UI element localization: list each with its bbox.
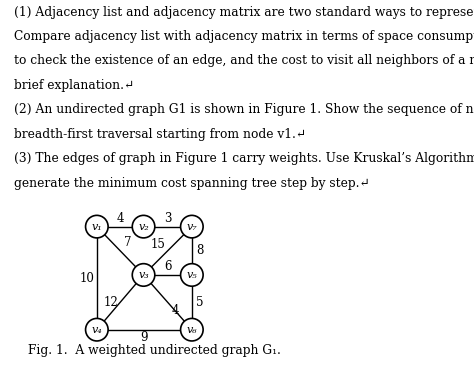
Text: v₇: v₇ xyxy=(186,222,197,232)
Text: generate the minimum cost spanning tree step by step.↵: generate the minimum cost spanning tree … xyxy=(14,177,370,190)
Text: 5: 5 xyxy=(196,296,204,309)
Text: 4: 4 xyxy=(117,212,124,225)
Circle shape xyxy=(132,215,155,238)
Text: v₃: v₃ xyxy=(138,270,149,280)
Text: v₄: v₄ xyxy=(91,325,102,335)
Circle shape xyxy=(86,318,108,341)
Circle shape xyxy=(132,264,155,286)
Circle shape xyxy=(181,264,203,286)
Text: v₁: v₁ xyxy=(91,222,102,232)
Text: v₂: v₂ xyxy=(138,222,149,232)
Text: 7: 7 xyxy=(125,236,132,249)
Text: 8: 8 xyxy=(196,244,204,257)
Text: 9: 9 xyxy=(141,331,148,344)
Text: breadth-first traversal starting from node v1.↵: breadth-first traversal starting from no… xyxy=(14,128,306,141)
Text: v₅: v₅ xyxy=(186,270,197,280)
Circle shape xyxy=(181,215,203,238)
Circle shape xyxy=(86,215,108,238)
Text: (3) The edges of graph in Figure 1 carry weights. Use Kruskal’s Algorithm to: (3) The edges of graph in Figure 1 carry… xyxy=(14,152,474,165)
Text: (1) Adjacency list and adjacency matrix are two standard ways to represent graph: (1) Adjacency list and adjacency matrix … xyxy=(14,5,474,19)
Text: 10: 10 xyxy=(80,272,95,285)
Text: brief explanation.↵: brief explanation.↵ xyxy=(14,79,135,92)
Text: 12: 12 xyxy=(103,296,118,309)
Text: 4: 4 xyxy=(172,304,180,317)
Text: to check the existence of an edge, and the cost to visit all neighbors of a node: to check the existence of an edge, and t… xyxy=(14,55,474,67)
Text: (2) An undirected graph G1 is shown in Figure 1. Show the sequence of nodes in t: (2) An undirected graph G1 is shown in F… xyxy=(14,103,474,116)
Text: 6: 6 xyxy=(164,260,172,273)
Text: Fig. 1.  A weighted undirected graph G₁.: Fig. 1. A weighted undirected graph G₁. xyxy=(28,344,281,357)
Text: 3: 3 xyxy=(164,212,172,225)
Text: 15: 15 xyxy=(151,238,165,251)
Circle shape xyxy=(181,318,203,341)
Text: v₆: v₆ xyxy=(186,325,197,335)
Text: Compare adjacency list with adjacency matrix in terms of space consumption, the : Compare adjacency list with adjacency ma… xyxy=(14,30,474,43)
